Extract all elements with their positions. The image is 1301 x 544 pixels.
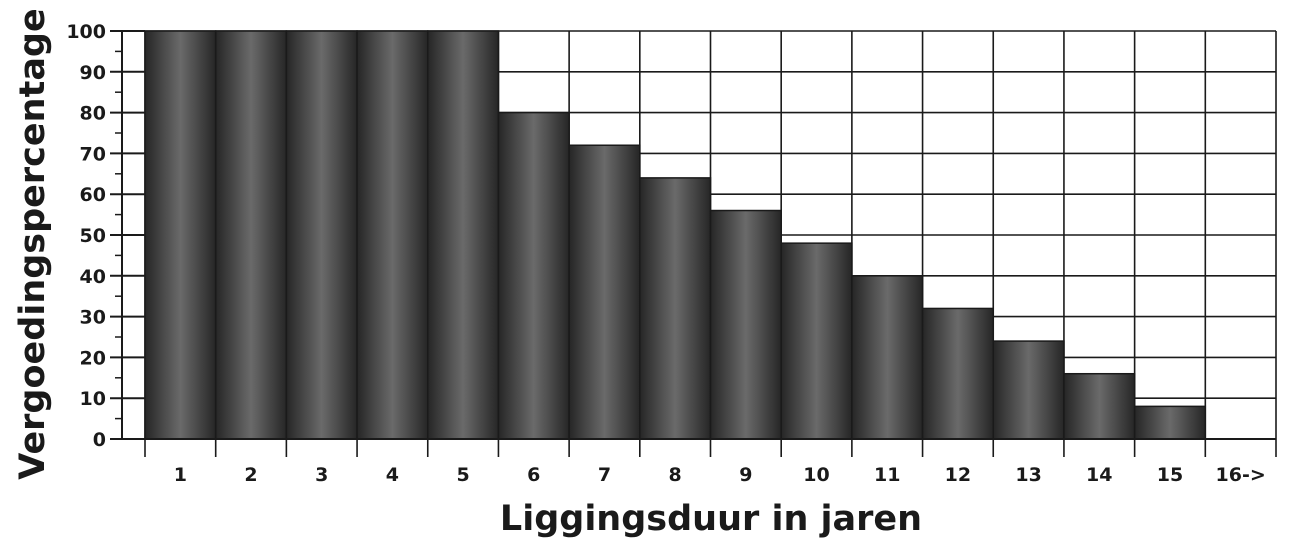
bar (1135, 406, 1206, 439)
bar (216, 31, 287, 439)
y-tick-label: 50 (80, 225, 106, 247)
x-tick-label: 12 (945, 464, 971, 486)
x-tick-label: 11 (874, 464, 900, 486)
bar (640, 178, 711, 439)
y-axis-title: Vergoedingspercentage (13, 8, 53, 479)
x-tick-label: 7 (598, 464, 611, 486)
x-tick-label: 6 (527, 464, 540, 486)
x-axis-title: Liggingsduur in jaren (500, 499, 922, 539)
x-tick-label: 8 (669, 464, 682, 486)
x-tick-label: 5 (456, 464, 469, 486)
x-tick-label: 1 (174, 464, 187, 486)
y-tick-label: 20 (80, 347, 106, 369)
bar (569, 145, 640, 439)
x-tick-label: 4 (386, 464, 399, 486)
y-tick-label: 60 (80, 184, 106, 206)
bar (145, 31, 216, 439)
y-tick-label: 70 (80, 143, 106, 165)
x-tick-label: 14 (1086, 464, 1112, 486)
x-tick-label: 9 (739, 464, 752, 486)
bar (781, 243, 852, 439)
y-tick-label: 0 (93, 429, 106, 451)
bar (1064, 374, 1135, 439)
y-tick-label: 10 (80, 388, 106, 410)
y-tick-label: 90 (80, 62, 106, 84)
bar (498, 113, 569, 439)
bar (993, 341, 1064, 439)
x-tick-label: 3 (315, 464, 328, 486)
x-tick-label: 15 (1157, 464, 1183, 486)
x-tick-label: 13 (1015, 464, 1041, 486)
y-tick-label: 100 (66, 21, 106, 43)
x-tick-label: 10 (803, 464, 829, 486)
y-tick-label: 30 (80, 307, 106, 329)
x-tick-label: 16-> (1216, 464, 1266, 486)
bar (923, 308, 994, 439)
y-tick-label: 40 (80, 266, 106, 288)
bar (428, 31, 499, 439)
bar (286, 31, 357, 439)
y-tick-label: 80 (80, 103, 106, 125)
x-tick-label: 2 (244, 464, 257, 486)
bar (357, 31, 428, 439)
bar (711, 211, 782, 439)
bar (852, 276, 923, 439)
